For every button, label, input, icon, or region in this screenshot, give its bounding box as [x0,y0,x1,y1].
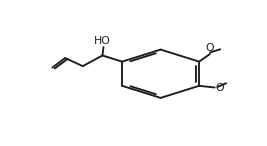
Text: O: O [215,82,224,93]
Text: HO: HO [94,36,111,46]
Text: O: O [206,43,214,53]
